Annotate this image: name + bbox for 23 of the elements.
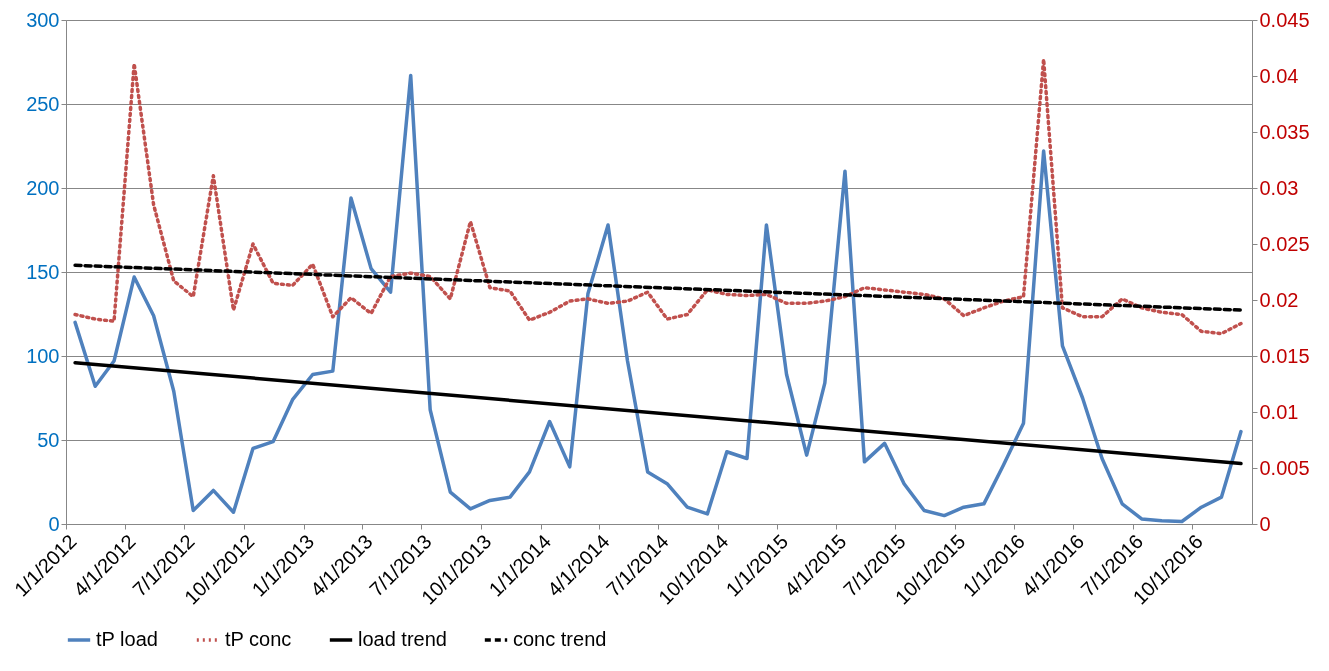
- y2-tick-label: 0: [1259, 512, 1271, 535]
- line-series: [73, 73, 1243, 524]
- legend-label: load trend: [358, 628, 447, 650]
- y2-tick-label: 0.01: [1259, 400, 1299, 423]
- y-tick-label: 250: [26, 92, 60, 115]
- y2-tick-label: 0.045: [1259, 8, 1310, 31]
- y2-tick-label: 0.03: [1259, 176, 1299, 199]
- line-series: [73, 57, 1243, 336]
- y2-tick-label: 0.025: [1259, 232, 1310, 255]
- legend-label: tP conc: [225, 628, 292, 650]
- y-tick-label: 300: [26, 8, 60, 31]
- legend-label: tP load: [96, 628, 158, 650]
- y2-tick-label: 0.04: [1259, 64, 1299, 87]
- y-tick-label: 100: [26, 344, 60, 367]
- y2-tick-label: 0.005: [1259, 456, 1310, 479]
- y-tick-label: 200: [26, 176, 60, 199]
- y2-tick-label: 0.02: [1259, 288, 1299, 311]
- y2-tick-label: 0.015: [1259, 344, 1310, 367]
- y-tick-label: 50: [37, 428, 60, 451]
- y2-tick-label: 0.035: [1259, 120, 1310, 143]
- y-tick-label: 150: [26, 260, 60, 283]
- y-tick-label: 0: [48, 512, 60, 535]
- legend-label: conc trend: [513, 628, 607, 650]
